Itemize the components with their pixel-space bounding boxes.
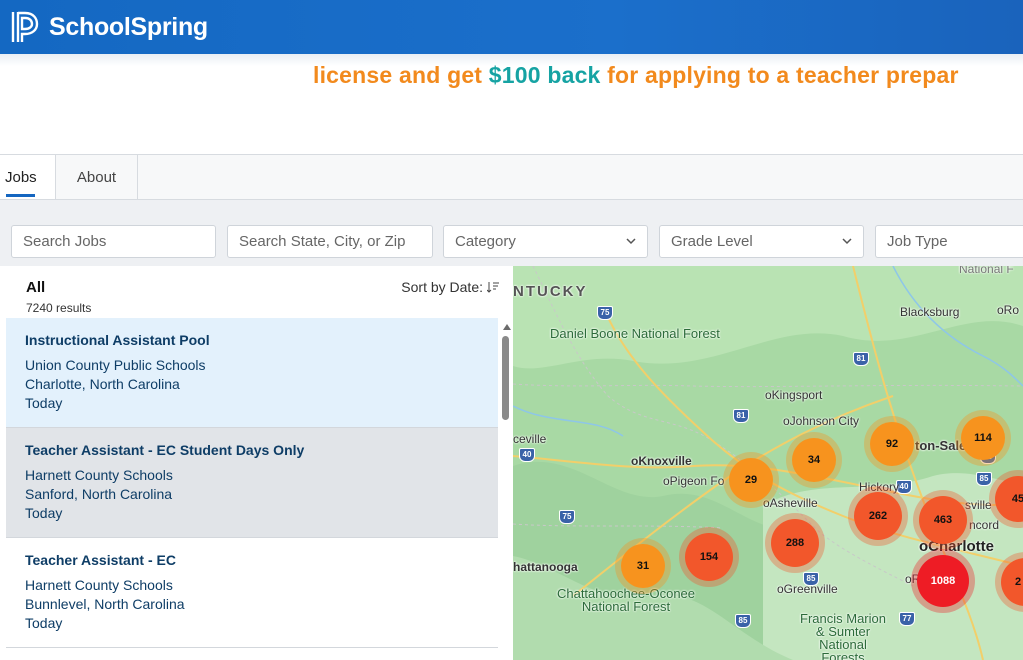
map-label-sville: sville xyxy=(965,498,992,512)
tab-about-label: About xyxy=(76,168,117,186)
category-label: Category xyxy=(455,233,516,250)
job-title[interactable]: Teacher Assistant - EC Student Days Only xyxy=(25,442,305,458)
tab-jobs-label: Jobs xyxy=(5,168,37,186)
map-label-kingsport: oKingsport xyxy=(765,388,823,402)
job-cluster-marker[interactable]: 92 xyxy=(870,422,914,466)
job-cluster-marker[interactable]: 29 xyxy=(729,458,773,502)
map-label-ro: oRo xyxy=(997,303,1020,317)
promo-text-after: for applying to a teacher prepar xyxy=(600,62,959,88)
interstate-shield-icon: 85 xyxy=(803,572,819,586)
grade-level-select[interactable]: Grade Level xyxy=(659,225,864,258)
job-cluster-marker[interactable]: 262 xyxy=(854,492,902,540)
map-label-knoxville: oKnoxville xyxy=(631,454,692,468)
location-placeholder: Search State, City, or Zip xyxy=(239,233,406,250)
interstate-shield-icon: 75 xyxy=(559,510,575,524)
job-employer: Union County Public Schools xyxy=(25,357,206,373)
interstate-shield-icon: 81 xyxy=(853,352,869,366)
job-title[interactable]: Teacher Assistant - EC xyxy=(25,552,176,568)
job-posted-date: Today xyxy=(25,395,63,411)
location-search-input[interactable]: Search State, City, or Zip xyxy=(227,225,433,258)
map-label-chattahoochee: Chattahoochee-Oconee National Forest xyxy=(556,586,696,614)
sort-descending-icon xyxy=(487,282,499,293)
tab-bar: Jobs About xyxy=(0,154,1023,200)
map-label-winston-salem: ton-Sale xyxy=(915,438,967,453)
chevron-down-icon xyxy=(626,238,636,245)
map-label-national-forest-top: National F xyxy=(959,266,1014,276)
active-tab-indicator xyxy=(6,194,35,197)
job-location: Sanford, North Carolina xyxy=(25,486,173,502)
filter-bar: Search Jobs Search State, City, or Zip C… xyxy=(0,200,1023,266)
map-label-greenville: oGreenville xyxy=(777,582,838,596)
interstate-shield-icon: 40 xyxy=(519,448,535,462)
map-label-ceville: ceville xyxy=(513,432,547,446)
promo-text[interactable]: license and get $100 back for applying t… xyxy=(313,62,959,89)
map-label-concord: ncord xyxy=(969,518,1000,532)
promo-banner: license and get $100 back for applying t… xyxy=(0,54,1023,154)
promo-highlight: $100 back xyxy=(488,62,601,88)
chevron-down-icon xyxy=(842,238,852,245)
map-label-ro2: oR xyxy=(905,572,921,586)
job-cluster-marker[interactable]: 154 xyxy=(685,533,733,581)
interstate-shield-icon: 85 xyxy=(976,472,992,486)
scrollbar-thumb[interactable] xyxy=(502,336,509,420)
job-listing-item[interactable]: Teacher Assistant - EC Student Days Only… xyxy=(6,428,498,538)
tab-about[interactable]: About xyxy=(56,155,138,199)
results-count: 7240 results xyxy=(26,301,92,315)
job-cluster-marker[interactable]: 114 xyxy=(961,416,1005,460)
interstate-shield-icon: 77 xyxy=(899,612,915,626)
job-cluster-marker[interactable]: 288 xyxy=(771,519,819,567)
sort-by-date-button[interactable]: Sort by Date: xyxy=(401,279,499,295)
map-label-daniel-boone: Daniel Boone National Forest xyxy=(550,326,720,341)
job-cluster-marker[interactable]: 34 xyxy=(792,438,836,482)
job-type-select[interactable]: Job Type xyxy=(875,225,1023,258)
map-label-kentucky: NTUCKY xyxy=(513,283,588,300)
map-label-asheville: oAsheville xyxy=(763,496,818,510)
job-posted-date: Today xyxy=(25,505,63,521)
tab-jobs[interactable]: Jobs xyxy=(0,155,56,199)
interstate-shield-icon: 40 xyxy=(896,480,912,494)
map-label-francis-marion: Francis Marion & Sumter National Forests xyxy=(800,611,886,660)
map-label-blacksburg: Blacksburg xyxy=(900,305,960,319)
job-cluster-marker[interactable]: 31 xyxy=(621,544,665,588)
scroll-up-arrow-icon[interactable] xyxy=(503,324,511,330)
promo-text-before: license and get xyxy=(313,62,489,88)
results-heading: All xyxy=(26,279,46,296)
job-location: Bunnlevel, North Carolina xyxy=(25,596,185,612)
category-select[interactable]: Category xyxy=(443,225,648,258)
search-jobs-input[interactable]: Search Jobs xyxy=(11,225,216,258)
promo-shadow xyxy=(0,54,1023,66)
job-listing-item[interactable]: Instructional Assistant Pool Union Count… xyxy=(6,318,498,428)
map-label-hickory: Hickory xyxy=(859,480,900,494)
job-results-panel: All 7240 results Sort by Date: Instructi… xyxy=(6,266,513,660)
brand-name[interactable]: SchoolSpring xyxy=(49,12,208,41)
job-cluster-marker[interactable]: 45 xyxy=(995,476,1023,522)
job-employer: Harnett County Schools xyxy=(25,577,173,593)
job-cluster-marker[interactable]: 2 xyxy=(1001,558,1023,606)
map-label-chattanooga: hattanooga xyxy=(513,560,578,574)
job-type-label: Job Type xyxy=(887,233,948,250)
job-employer: Harnett County Schools xyxy=(25,467,173,483)
top-header: SchoolSpring xyxy=(0,0,1023,54)
job-map[interactable]: 75 81 81 40 75 40 85 85 85 77 40 NTUCKY … xyxy=(513,266,1023,660)
map-label-johnson-city: oJohnson City xyxy=(783,414,860,428)
schoolspring-logo-icon[interactable] xyxy=(10,10,40,44)
results-header: All 7240 results Sort by Date: xyxy=(6,266,513,318)
job-location: Charlotte, North Carolina xyxy=(25,376,180,392)
map-label-pigeon-forge: oPigeon Fo xyxy=(663,474,725,488)
job-cluster-marker[interactable]: 1088 xyxy=(917,555,969,607)
interstate-shield-icon: 75 xyxy=(597,306,613,320)
search-jobs-placeholder: Search Jobs xyxy=(23,233,107,250)
job-title[interactable]: Instructional Assistant Pool xyxy=(25,332,210,348)
sort-label: Sort by Date: xyxy=(401,279,483,295)
job-listing-item[interactable]: Teacher Assistant - EC Harnett County Sc… xyxy=(6,538,498,648)
grade-level-label: Grade Level xyxy=(671,233,753,250)
interstate-shield-icon: 81 xyxy=(733,409,749,423)
job-cluster-marker[interactable]: 463 xyxy=(919,496,967,544)
job-posted-date: Today xyxy=(25,615,63,631)
interstate-shield-icon: 85 xyxy=(735,614,751,628)
